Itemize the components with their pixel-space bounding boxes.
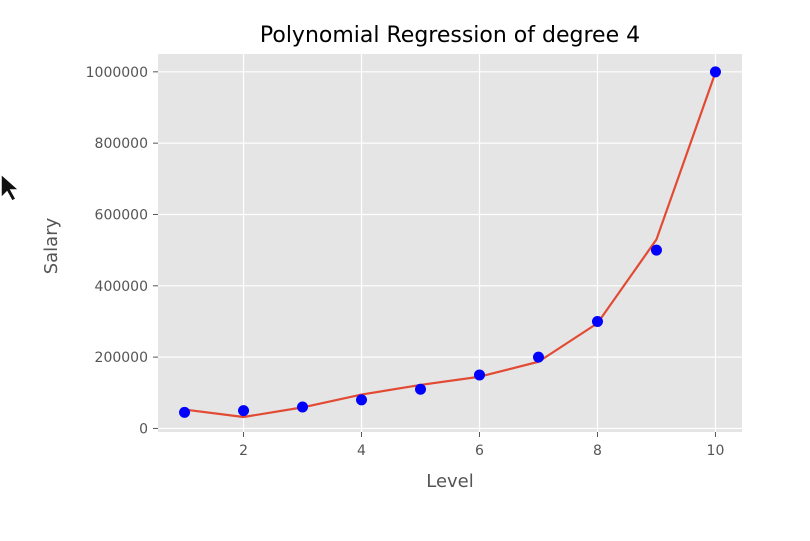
- data-point: [238, 405, 250, 417]
- data-point: [179, 406, 191, 418]
- regression-line-layer: [184, 72, 717, 419]
- x-tick-label: 10: [707, 443, 725, 459]
- y-tick-label: 0: [139, 421, 148, 437]
- data-point: [532, 351, 544, 363]
- y-axis-label: Salary: [41, 217, 62, 274]
- data-point: [591, 315, 603, 327]
- grid: [158, 54, 742, 432]
- data-point: [650, 244, 662, 256]
- y-tick-label: 400000: [95, 279, 148, 295]
- y-tick-label: 600000: [95, 207, 148, 223]
- data-point: [356, 394, 368, 406]
- y-tick-label: 800000: [95, 136, 148, 152]
- plot-area: [158, 54, 742, 432]
- x-tick-label: 4: [357, 443, 366, 459]
- y-axis-ticks: 0 200000 400000 600000 800000 1000000: [86, 65, 158, 437]
- y-tick-label: 1000000: [86, 65, 148, 81]
- data-point: [297, 401, 309, 413]
- x-tick-label: 8: [593, 443, 602, 459]
- x-axis-ticks: 2 4 6 8 10: [239, 432, 724, 459]
- data-point: [709, 66, 721, 78]
- x-tick-label: 6: [475, 443, 484, 459]
- y-tick-label: 200000: [95, 350, 148, 366]
- data-point: [473, 369, 485, 381]
- chart-title: Polynomial Regression of degree 4: [260, 23, 640, 48]
- regression-line: [184, 72, 717, 419]
- data-points-layer: [179, 66, 721, 418]
- mouse-cursor-icon: [0, 172, 21, 202]
- data-point: [415, 383, 427, 395]
- x-axis-label: Level: [426, 471, 474, 492]
- x-tick-label: 2: [239, 443, 248, 459]
